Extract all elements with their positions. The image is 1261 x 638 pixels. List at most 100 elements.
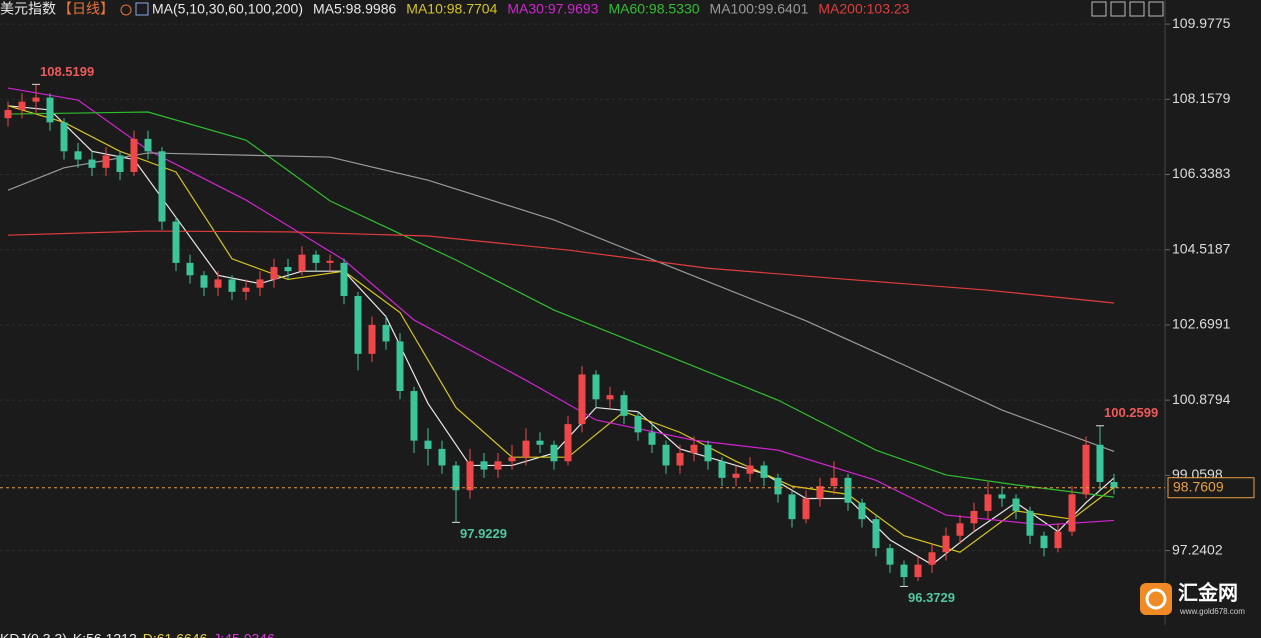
candle-body xyxy=(858,502,866,520)
logo xyxy=(1140,583,1172,615)
candle-body xyxy=(928,552,936,565)
candle-body xyxy=(1012,498,1020,511)
candle-body xyxy=(144,138,152,152)
candle-body xyxy=(760,465,768,478)
candle-body xyxy=(914,564,922,578)
ma-line xyxy=(7,105,1115,566)
candle-body xyxy=(298,254,306,272)
header-text: MA5:98.9986 xyxy=(313,1,396,17)
ma-icon xyxy=(135,2,149,16)
y-tick-label: 102.6991 xyxy=(1172,316,1231,332)
candle-body xyxy=(662,444,670,466)
sub-indicator-text: D:61.6646 xyxy=(143,631,208,638)
candle-body xyxy=(1026,510,1034,536)
candle-body xyxy=(480,461,488,470)
candle-body xyxy=(158,151,166,222)
candle-body xyxy=(508,457,516,462)
candle-body xyxy=(186,262,194,276)
candle-body xyxy=(424,440,432,449)
candle-body xyxy=(382,324,390,342)
settings-icon[interactable] xyxy=(120,4,132,16)
candle-body xyxy=(1096,444,1104,482)
header-text: 【日线】 xyxy=(58,1,114,17)
candle-body xyxy=(900,564,908,578)
candle-body xyxy=(550,444,558,462)
y-tick-label: 100.8794 xyxy=(1172,391,1231,407)
candle-body xyxy=(690,444,698,454)
candle-body xyxy=(494,461,502,470)
candle-body xyxy=(704,444,712,462)
candle-body xyxy=(256,279,264,288)
candle-body xyxy=(1110,481,1118,488)
sub-indicator-text: K:56.1212 xyxy=(73,631,137,638)
candle-body xyxy=(816,486,824,499)
candle-body xyxy=(578,374,586,425)
candle-body xyxy=(886,548,894,565)
tool-icon[interactable] xyxy=(1091,1,1107,17)
header-text: MA(5,10,30,60,100,200) xyxy=(152,1,303,17)
ma-line xyxy=(7,111,1115,498)
candle-body xyxy=(1082,444,1090,495)
ma-line xyxy=(7,230,1115,304)
candle-body xyxy=(32,97,40,102)
tool-icon[interactable] xyxy=(1129,1,1145,17)
candle-body xyxy=(74,151,82,160)
candle-body xyxy=(564,424,572,462)
y-tick-label: 104.5187 xyxy=(1172,240,1231,256)
y-tick-label: 106.3383 xyxy=(1172,165,1231,181)
tool-icon[interactable] xyxy=(1110,1,1126,17)
extreme-label: 97.9229 xyxy=(460,526,507,541)
candle-body xyxy=(410,391,418,441)
header-text: MA100:99.6401 xyxy=(710,1,809,17)
last-price-label: 98.7609 xyxy=(1173,478,1224,494)
sub-indicator-text: J:45.0346 xyxy=(213,631,275,638)
watermark-url: www.gold678.com xyxy=(1179,607,1245,616)
candle-body xyxy=(326,260,334,263)
header-text: MA60:98.5330 xyxy=(608,1,699,17)
watermark-name: 汇金网 xyxy=(1178,580,1238,604)
candle-body xyxy=(830,477,838,487)
candle-body xyxy=(4,109,12,119)
candle-body xyxy=(396,341,404,392)
y-tick-label: 108.1579 xyxy=(1172,90,1231,106)
candle-body xyxy=(620,395,628,416)
candle-body xyxy=(116,155,124,172)
candle-body xyxy=(228,279,236,292)
candle-body xyxy=(774,477,782,495)
candle-body xyxy=(18,101,26,110)
logo-mark xyxy=(1145,588,1167,610)
candle-body xyxy=(88,159,96,168)
header-text: MA10:98.7704 xyxy=(406,1,497,17)
candle-body xyxy=(1068,494,1076,532)
candle-body xyxy=(606,395,614,400)
candle-body xyxy=(270,267,278,280)
candle-body xyxy=(522,440,530,458)
extreme-label: 100.2599 xyxy=(1104,405,1158,420)
y-tick-label: 109.9775 xyxy=(1172,15,1231,31)
watermark: 汇金网 www.gold678.com xyxy=(1140,580,1245,616)
candle-body xyxy=(676,453,684,466)
candle-body xyxy=(368,324,376,354)
candle-body xyxy=(732,473,740,478)
extreme-label: 96.3729 xyxy=(908,590,955,605)
candle-body xyxy=(998,494,1006,499)
candle-body xyxy=(844,477,852,503)
candle-body xyxy=(214,279,222,288)
candle-body xyxy=(1040,535,1048,549)
extreme-label: 108.5199 xyxy=(40,64,94,79)
last-price-box xyxy=(1167,477,1255,499)
candles xyxy=(4,84,1118,587)
candle-body xyxy=(802,498,810,520)
candle-body xyxy=(242,287,250,292)
candle-body xyxy=(46,97,54,123)
candle-body xyxy=(942,535,950,553)
candle-body xyxy=(438,448,446,466)
candle-body xyxy=(746,465,754,474)
tool-icon[interactable] xyxy=(1148,1,1164,17)
header-text: MA30:97.9693 xyxy=(507,1,598,17)
candle-body xyxy=(284,267,292,272)
candle-body xyxy=(466,461,474,491)
sub-indicator-text: KDJ(9,3,3) xyxy=(0,631,67,638)
candle-body xyxy=(60,122,68,152)
